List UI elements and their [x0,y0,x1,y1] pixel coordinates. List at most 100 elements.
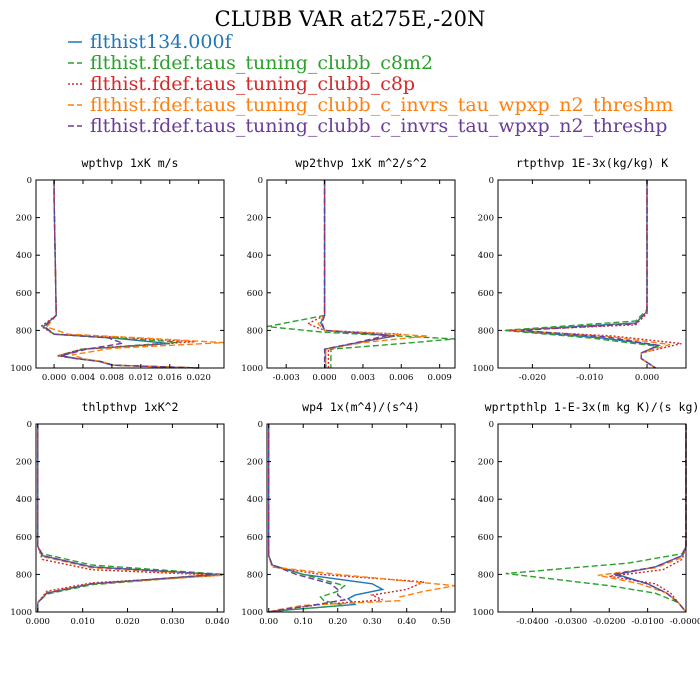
y-tick-label: 400 [478,251,494,261]
x-tick-label: 0.40 [397,617,416,627]
x-tick-label: -0.0300 [555,617,588,627]
x-tick-label: 0.006 [389,373,413,383]
y-tick-label: 600 [478,289,494,299]
series-line [37,424,222,612]
x-tick-label: 0.30 [363,617,382,627]
plot-frame [35,423,225,613]
plot-frame [266,423,456,613]
legend-entry: flthist.fdef.taus_tuning_clubb_c_invrs_t… [90,94,673,116]
y-tick-label: 800 [478,570,494,580]
series-line [321,180,389,368]
series-line [505,424,687,613]
legend: flthist134.000fflthist.fdef.taus_tuning_… [68,31,673,137]
y-tick-label: 400 [16,251,32,261]
panel-title: thlpthvp 1xK^2 [82,400,179,414]
chart-panel: wp2thvp 1xK m^2/s^2 0 200 400 600 800 1000 -0.0… [241,156,456,383]
series-line [268,424,456,613]
x-tick-label: 0.10 [294,617,313,627]
y-tick-label: 1000 [472,608,494,618]
series-line [597,424,687,613]
y-tick-label: 600 [247,289,263,299]
panel-title: wprtpthlp 1-E-3x(m kg K)/(s kg) [485,400,700,414]
x-tick-label: 0.020 [115,617,139,627]
panel-title: wpthvp 1xK m/s [82,156,179,170]
y-tick-label: 800 [16,326,32,336]
y-tick-label: 400 [247,495,263,505]
x-tick-label: 0.50 [432,617,451,627]
x-tick-label: 0.20 [328,617,347,627]
legend-entry: flthist.fdef.taus_tuning_clubb_c8m2 [90,52,433,74]
legend-entry: flthist.fdef.taus_tuning_clubb_c_invrs_t… [90,115,667,137]
x-tick-label: -0.003 [273,373,300,383]
x-tick-label: -0.020 [519,373,546,383]
series-line [616,424,687,613]
x-tick-label: 0.009 [427,373,451,383]
panel-title: rtpthvp 1E-3x(kg/kg) K [516,156,668,170]
y-tick-label: 1000 [10,364,32,374]
y-tick-label: 200 [16,214,32,224]
series-line [37,424,218,612]
x-tick-label: 0.016 [158,373,182,383]
series-line [317,180,427,368]
y-tick-label: 400 [247,251,263,261]
plot-frame [35,179,225,369]
panel-title: wp2thvp 1xK m^2/s^2 [295,156,427,170]
y-tick-label: 200 [247,458,263,468]
y-tick-label: 200 [478,214,494,224]
y-tick-label: 0 [27,420,32,430]
y-tick-label: 600 [247,533,263,543]
series-line [609,424,687,613]
x-tick-label: 0.030 [160,617,184,627]
series-line [612,424,687,613]
x-tick-label: -0.0000 [670,617,700,627]
x-tick-label: -0.010 [576,373,603,383]
x-tick-label: 0.040 [205,617,229,627]
y-tick-label: 0 [258,420,263,430]
series-line [520,180,661,369]
x-tick-label: 0.000 [312,373,336,383]
x-tick-label: 0.020 [187,373,211,383]
legend-entry: flthist134.000f [90,31,234,53]
y-tick-label: 0 [489,420,494,430]
plot-frame [497,423,687,613]
y-tick-label: 400 [478,495,494,505]
chart-panel: wpthvp 1xK m/s 0 200 400 600 800 1000 0.000 0.00… [10,156,225,383]
y-tick-label: 800 [247,570,263,580]
y-tick-label: 1000 [472,364,494,374]
x-tick-label: 0.000 [26,617,50,627]
legend-entry: flthist.fdef.taus_tuning_clubb_c8p [90,73,415,95]
x-tick-label: 0.008 [100,373,124,383]
y-tick-label: 0 [27,176,32,186]
y-tick-label: 800 [247,326,263,336]
y-tick-label: 1000 [241,364,263,374]
series-line [43,180,199,369]
figure-title: CLUBB VAR at275E,-20N [215,7,486,31]
y-tick-label: 1000 [241,608,263,618]
y-tick-label: 600 [16,289,32,299]
y-tick-label: 600 [16,533,32,543]
series-line [268,424,385,613]
x-tick-label: 0.000 [42,373,66,383]
y-tick-label: 600 [478,533,494,543]
chart-panel: rtpthvp 1E-3x(kg/kg) K 0 200 400 600 800 1000 -… [472,156,687,383]
y-tick-label: 0 [489,176,494,186]
x-tick-label: 0.012 [129,373,153,383]
y-tick-label: 800 [16,570,32,580]
y-tick-label: 800 [478,326,494,336]
series-line [266,180,456,368]
x-tick-label: -0.0200 [593,617,626,627]
series-line [268,424,347,613]
x-tick-label: 0.00 [259,617,278,627]
y-tick-label: 400 [16,495,32,505]
y-tick-label: 200 [16,458,32,468]
series-line [268,424,425,613]
y-tick-label: 200 [247,214,263,224]
chart-panel: wprtpthlp 1-E-3x(m kg K)/(s kg) 0 200 400 60… [472,400,700,627]
series-line [37,424,222,612]
x-tick-label: -0.0100 [631,617,664,627]
series-line [37,424,218,612]
x-tick-label: 0.000 [635,373,659,383]
